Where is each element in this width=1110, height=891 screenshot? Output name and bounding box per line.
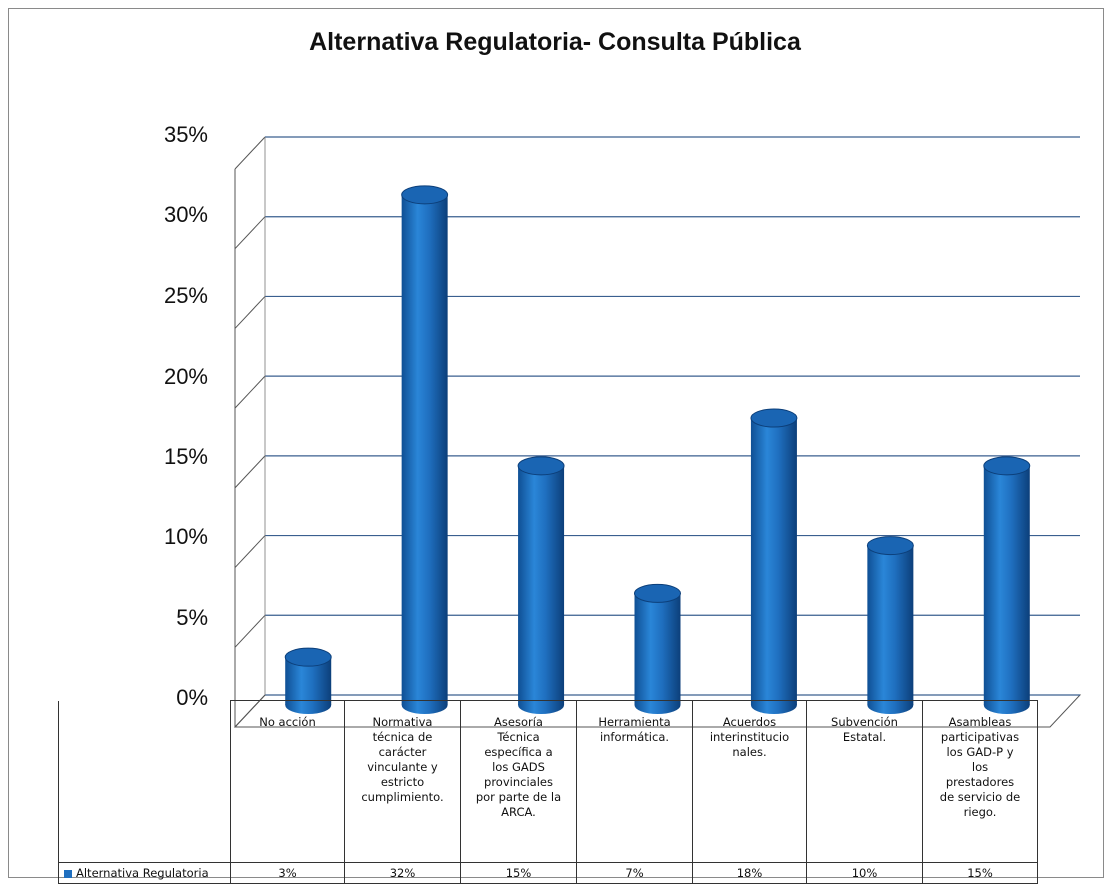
bar [634,583,681,714]
bar [401,185,449,714]
gridline-depth [234,535,266,568]
gridline-depth [234,216,266,250]
bar-body [750,418,797,705]
bars [284,185,1031,714]
gridline-depth [234,136,266,170]
category-label: Subvención Estatal. [806,700,923,863]
bar-body [518,465,565,705]
bar-top [866,536,914,556]
data-label: 15% [922,862,1038,884]
category-label: No acción [230,700,345,863]
gridline-depth [234,375,266,409]
bar-top [401,185,449,205]
data-table: No acción Normativa técnica de carácter vin… [58,700,1038,884]
chart-title: Alternativa Regulatoria- Consulta Públic… [309,28,801,56]
y-tick-label: 10% [163,524,208,549]
y-tick-label: 5% [176,605,208,630]
data-label: 7% [576,862,693,884]
category-label: Asesoría Técnica específica a los GADS provi… [460,700,577,863]
bar-top [750,408,798,428]
y-tick-label: 20% [163,364,208,389]
gridline-depth [234,296,266,329]
bar-top [284,647,332,667]
y-tick-label: 25% [163,283,208,308]
legend-label: Alternativa Regulatoria [76,866,209,880]
bar-top [983,456,1031,476]
table-corner [58,700,231,863]
bar-body [867,545,914,705]
category-label: Asambleas participativas los GAD-P y los pre… [922,700,1038,863]
bar [750,408,798,714]
gridline-depth [234,614,266,648]
data-label: 32% [344,862,461,884]
legend-swatch [64,869,72,878]
category-label: Herramienta informática. [576,700,693,863]
bar [866,536,914,714]
data-label: 18% [692,862,807,884]
bar-body [983,465,1030,705]
y-tick-label: 30% [163,202,208,227]
bar [983,456,1031,714]
data-label: 10% [806,862,923,884]
data-label: 15% [460,862,577,884]
bar-body [401,194,448,706]
gridline-depth [234,455,266,489]
bar-top [517,456,565,476]
category-label: Acuerdos interinstitucio nales. [692,700,807,863]
bar-top [634,583,681,603]
bar-body [634,593,681,705]
legend-entry: Alternativa Regulatoria [58,862,231,884]
y-tick-label: 15% [163,444,208,469]
data-label: 3% [230,862,345,884]
bar [517,456,565,714]
y-tick-label: 35% [163,122,208,147]
